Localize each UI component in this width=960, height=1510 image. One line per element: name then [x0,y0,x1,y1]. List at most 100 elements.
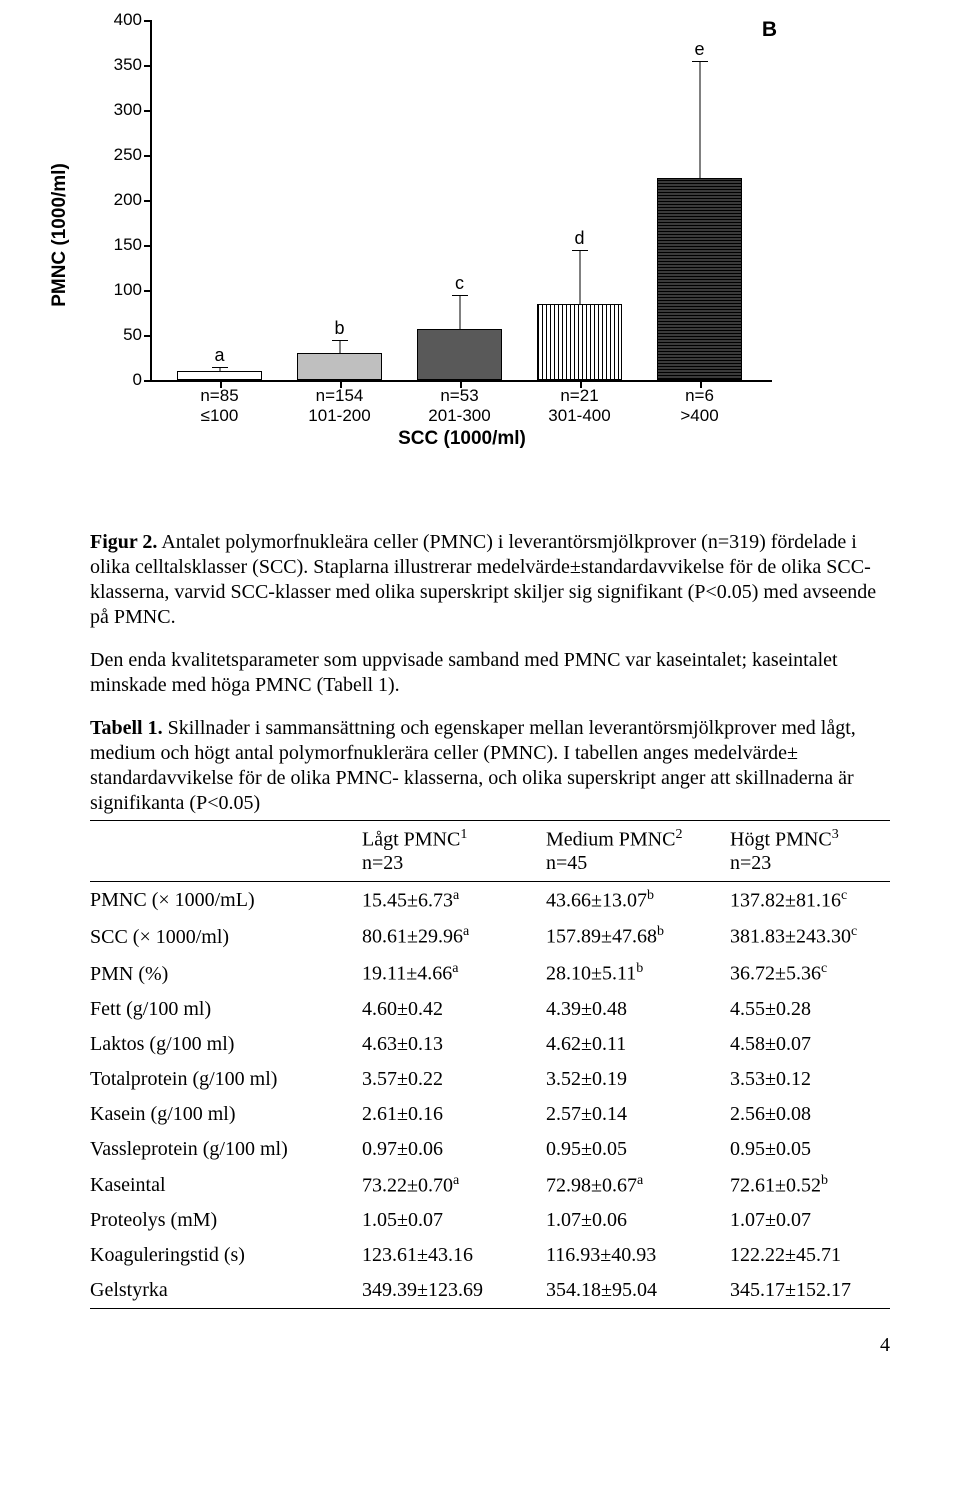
table-value-cell: 4.39±0.48 [546,992,730,1027]
pmnc-bar-chart: PMNC (1000/ml) B SCC (1000/ml) 050100150… [90,20,810,450]
table-param-cell: Fett (g/100 ml) [90,992,362,1027]
chart-x-axis-label: SCC (1000/ml) [398,428,526,450]
table-param-cell: Kasein (g/100 ml) [90,1097,362,1132]
y-tick-label: 350 [102,55,142,75]
chart-y-axis-label: PMNC (1000/ml) [49,163,71,307]
y-tick [144,335,152,337]
table-column-header: Medium PMNC2n=45 [546,821,730,882]
table-row: SCC (× 1000/ml)80.61±29.96a157.89±47.68b… [90,918,890,955]
y-tick-label: 150 [102,235,142,255]
table-caption-text: Skillnader i sammansättning och egenskap… [90,717,856,814]
table-row: Vassleprotein (g/100 ml)0.97±0.060.95±0.… [90,1132,890,1167]
table-value-cell: 4.62±0.11 [546,1027,730,1062]
table-value-cell: 2.56±0.08 [730,1097,890,1132]
bar-annotation: b [334,318,344,339]
table-value-cell: 72.61±0.52b [730,1167,890,1204]
bar [657,178,742,381]
table-value-cell: 157.89±47.68b [546,918,730,955]
table-row: Totalprotein (g/100 ml)3.57±0.223.52±0.1… [90,1062,890,1097]
bar-category-label: >400 [680,406,718,426]
y-tick [144,110,152,112]
table-row: PMNC (× 1000/mL)15.45±6.73a43.66±13.07b1… [90,881,890,918]
table-column-header [90,821,362,882]
y-tick-label: 50 [102,325,142,345]
table-value-cell: 1.07±0.07 [730,1203,890,1238]
y-tick-label: 200 [102,190,142,210]
error-bar-cap [212,367,228,368]
error-bar [459,295,460,328]
table-row: Fett (g/100 ml)4.60±0.424.39±0.484.55±0.… [90,992,890,1027]
bar-category-label: 301-400 [548,406,610,426]
table-value-cell: 4.63±0.13 [362,1027,546,1062]
error-bar [339,340,340,354]
y-tick [144,20,152,22]
y-tick-label: 300 [102,100,142,120]
table-value-cell: 345.17±152.17 [730,1273,890,1309]
y-tick [144,200,152,202]
figure-label: Figur 2. [90,531,157,553]
bar-annotation: d [574,228,584,249]
table-value-cell: 15.45±6.73a [362,881,546,918]
bar-annotation: a [214,345,224,366]
error-bar-cap [332,340,348,341]
bar-n-label: n=154 [316,386,364,406]
table-value-cell: 72.98±0.67a [546,1167,730,1204]
error-bar [699,61,700,178]
table-value-cell: 381.83±243.30c [730,918,890,955]
page: PMNC (1000/ml) B SCC (1000/ml) 050100150… [0,0,960,1397]
chart-panel-label: B [762,18,777,42]
table-value-cell: 73.22±0.70a [362,1167,546,1204]
table-value-cell: 354.18±95.04 [546,1273,730,1309]
table-column-header: Högt PMNC3n=23 [730,821,890,882]
table-value-cell: 4.58±0.07 [730,1027,890,1062]
table-row: PMN (%)19.11±4.66a28.10±5.11b36.72±5.36c [90,955,890,992]
table-value-cell: 3.57±0.22 [362,1062,546,1097]
bar-n-label: n=53 [440,386,478,406]
y-tick [144,380,152,382]
error-bar-cap [452,295,468,296]
table-value-cell: 1.07±0.06 [546,1203,730,1238]
y-tick-label: 0 [102,370,142,390]
table-value-cell: 349.39±123.69 [362,1273,546,1309]
table-value-cell: 80.61±29.96a [362,918,546,955]
bar-annotation: c [455,273,464,294]
figure-caption: Figur 2. Antalet polymorfnukleära celler… [90,530,890,630]
y-tick [144,290,152,292]
bar [297,353,382,380]
y-tick-label: 250 [102,145,142,165]
table-param-cell: Totalprotein (g/100 ml) [90,1062,362,1097]
table-param-cell: SCC (× 1000/ml) [90,918,362,955]
bar-category-label: 101-200 [308,406,370,426]
table-value-cell: 2.61±0.16 [362,1097,546,1132]
bar-category-label: 201-300 [428,406,490,426]
bar-n-label: n=85 [200,386,238,406]
table-param-cell: PMN (%) [90,955,362,992]
figure-caption-text: Antalet polymorfnukleära celler (PMNC) i… [90,531,876,628]
table-caption: Tabell 1. Skillnader i sammansättning oc… [90,716,890,816]
table-value-cell: 116.93±40.93 [546,1238,730,1273]
table-value-cell: 4.60±0.42 [362,992,546,1027]
table-param-cell: PMNC (× 1000/mL) [90,881,362,918]
table-label: Tabell 1. [90,717,163,739]
y-tick-label: 400 [102,10,142,30]
table-param-cell: Koaguleringstid (s) [90,1238,362,1273]
y-tick [144,155,152,157]
y-tick [144,65,152,67]
table-param-cell: Kaseintal [90,1167,362,1204]
table-row: Kasein (g/100 ml)2.61±0.162.57±0.142.56±… [90,1097,890,1132]
table-value-cell: 2.57±0.14 [546,1097,730,1132]
bar [537,304,622,381]
chart-plot-area: B SCC (1000/ml) 050100150200250300350400… [150,20,772,382]
error-bar [579,250,580,304]
y-tick-label: 100 [102,280,142,300]
table-value-cell: 1.05±0.07 [362,1203,546,1238]
table-value-cell: 122.22±45.71 [730,1238,890,1273]
bar-annotation: e [694,39,704,60]
table-value-cell: 0.95±0.05 [730,1132,890,1167]
table-value-cell: 28.10±5.11b [546,955,730,992]
table-param-cell: Vassleprotein (g/100 ml) [90,1132,362,1167]
table-header: Lågt PMNC1n=23Medium PMNC2n=45Högt PMNC3… [90,821,890,882]
table-param-cell: Proteolys (mM) [90,1203,362,1238]
table-row: Koaguleringstid (s)123.61±43.16116.93±40… [90,1238,890,1273]
table-column-header: Lågt PMNC1n=23 [362,821,546,882]
